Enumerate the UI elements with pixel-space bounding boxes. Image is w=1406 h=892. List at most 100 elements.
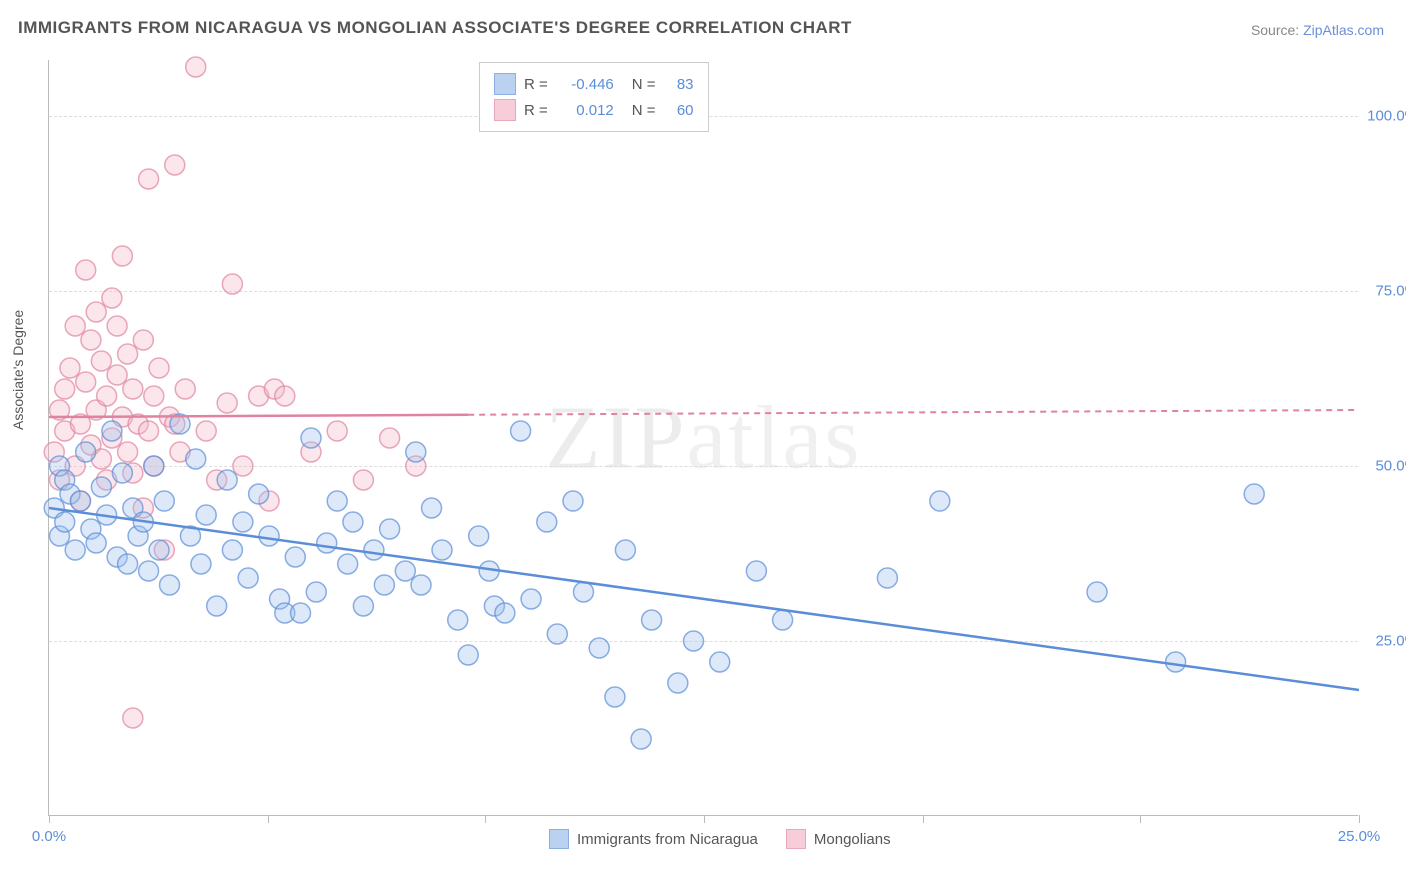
- scatter-point: [233, 456, 253, 476]
- scatter-svg: [49, 60, 1358, 815]
- scatter-point: [65, 316, 85, 336]
- ytick-label: 75.0%: [1362, 283, 1406, 300]
- scatter-point: [55, 512, 75, 532]
- chart-plot-area: ZIPatlas 25.0%50.0%75.0%100.0% 0.0%25.0%…: [48, 60, 1358, 816]
- scatter-point: [275, 386, 295, 406]
- scatter-point: [196, 421, 216, 441]
- scatter-point: [1244, 484, 1264, 504]
- scatter-point: [149, 540, 169, 560]
- scatter-point: [605, 687, 625, 707]
- scatter-point: [97, 386, 117, 406]
- scatter-point: [249, 484, 269, 504]
- legend-swatch-pink: [786, 829, 806, 849]
- scatter-point: [327, 491, 347, 511]
- legend-label-0: Immigrants from Nicaragua: [577, 831, 758, 848]
- scatter-point: [107, 365, 127, 385]
- scatter-point: [217, 393, 237, 413]
- trend-line: [49, 508, 1359, 690]
- legend-series: Immigrants from Nicaragua Mongolians: [549, 829, 891, 849]
- scatter-point: [364, 540, 384, 560]
- scatter-point: [112, 246, 132, 266]
- scatter-point: [547, 624, 567, 644]
- ytick-label: 50.0%: [1362, 458, 1406, 475]
- legend-item: Immigrants from Nicaragua: [549, 829, 758, 849]
- scatter-point: [233, 512, 253, 532]
- r-label: R =: [524, 102, 548, 119]
- scatter-point: [222, 540, 242, 560]
- legend-swatch-pink: [494, 99, 516, 121]
- scatter-point: [186, 449, 206, 469]
- scatter-point: [123, 379, 143, 399]
- n-label: N =: [632, 76, 656, 93]
- n-value-1: 60: [664, 102, 694, 119]
- scatter-point: [139, 561, 159, 581]
- scatter-point: [86, 302, 106, 322]
- scatter-point: [102, 421, 122, 441]
- n-value-0: 83: [664, 76, 694, 93]
- scatter-point: [432, 540, 452, 560]
- source-attribution: Source: ZipAtlas.com: [1251, 22, 1384, 38]
- scatter-point: [217, 470, 237, 490]
- scatter-point: [343, 512, 363, 532]
- legend-stats-row: R = -0.446 N = 83: [494, 71, 694, 97]
- scatter-point: [537, 512, 557, 532]
- scatter-point: [353, 596, 373, 616]
- scatter-point: [112, 463, 132, 483]
- scatter-point: [91, 351, 111, 371]
- source-link[interactable]: ZipAtlas.com: [1303, 22, 1384, 38]
- legend-item: Mongolians: [786, 829, 891, 849]
- scatter-point: [139, 169, 159, 189]
- xtick-label: 25.0%: [1338, 828, 1381, 845]
- scatter-point: [238, 568, 258, 588]
- scatter-point: [1166, 652, 1186, 672]
- scatter-point: [186, 57, 206, 77]
- scatter-point: [118, 344, 138, 364]
- scatter-point: [458, 645, 478, 665]
- scatter-point: [317, 533, 337, 553]
- scatter-point: [411, 575, 431, 595]
- scatter-point: [511, 421, 531, 441]
- scatter-point: [55, 379, 75, 399]
- scatter-point: [877, 568, 897, 588]
- scatter-point: [118, 442, 138, 462]
- source-prefix: Source:: [1251, 22, 1303, 38]
- scatter-point: [196, 505, 216, 525]
- scatter-point: [668, 673, 688, 693]
- scatter-point: [746, 561, 766, 581]
- scatter-point: [165, 155, 185, 175]
- scatter-point: [149, 358, 169, 378]
- legend-stats: R = -0.446 N = 83 R = 0.012 N = 60: [479, 62, 709, 132]
- scatter-point: [631, 729, 651, 749]
- r-label: R =: [524, 76, 548, 93]
- scatter-point: [615, 540, 635, 560]
- scatter-point: [589, 638, 609, 658]
- ytick-label: 100.0%: [1362, 108, 1406, 125]
- r-value-1: 0.012: [556, 102, 614, 119]
- scatter-point: [65, 540, 85, 560]
- scatter-point: [1087, 582, 1107, 602]
- scatter-point: [710, 652, 730, 672]
- y-axis-label: Associate's Degree: [10, 310, 26, 430]
- scatter-point: [374, 575, 394, 595]
- scatter-point: [133, 330, 153, 350]
- scatter-point: [301, 428, 321, 448]
- scatter-point: [773, 610, 793, 630]
- scatter-point: [154, 491, 174, 511]
- scatter-point: [563, 491, 583, 511]
- scatter-point: [160, 575, 180, 595]
- scatter-point: [338, 554, 358, 574]
- scatter-point: [573, 582, 593, 602]
- scatter-point: [327, 421, 347, 441]
- scatter-point: [76, 372, 96, 392]
- scatter-point: [469, 526, 489, 546]
- n-label: N =: [632, 102, 656, 119]
- scatter-point: [353, 470, 373, 490]
- scatter-point: [422, 498, 442, 518]
- scatter-point: [684, 631, 704, 651]
- trend-line-dashed: [468, 410, 1359, 415]
- scatter-point: [191, 554, 211, 574]
- legend-stats-row: R = 0.012 N = 60: [494, 97, 694, 123]
- scatter-point: [395, 561, 415, 581]
- scatter-point: [222, 274, 242, 294]
- scatter-point: [81, 330, 101, 350]
